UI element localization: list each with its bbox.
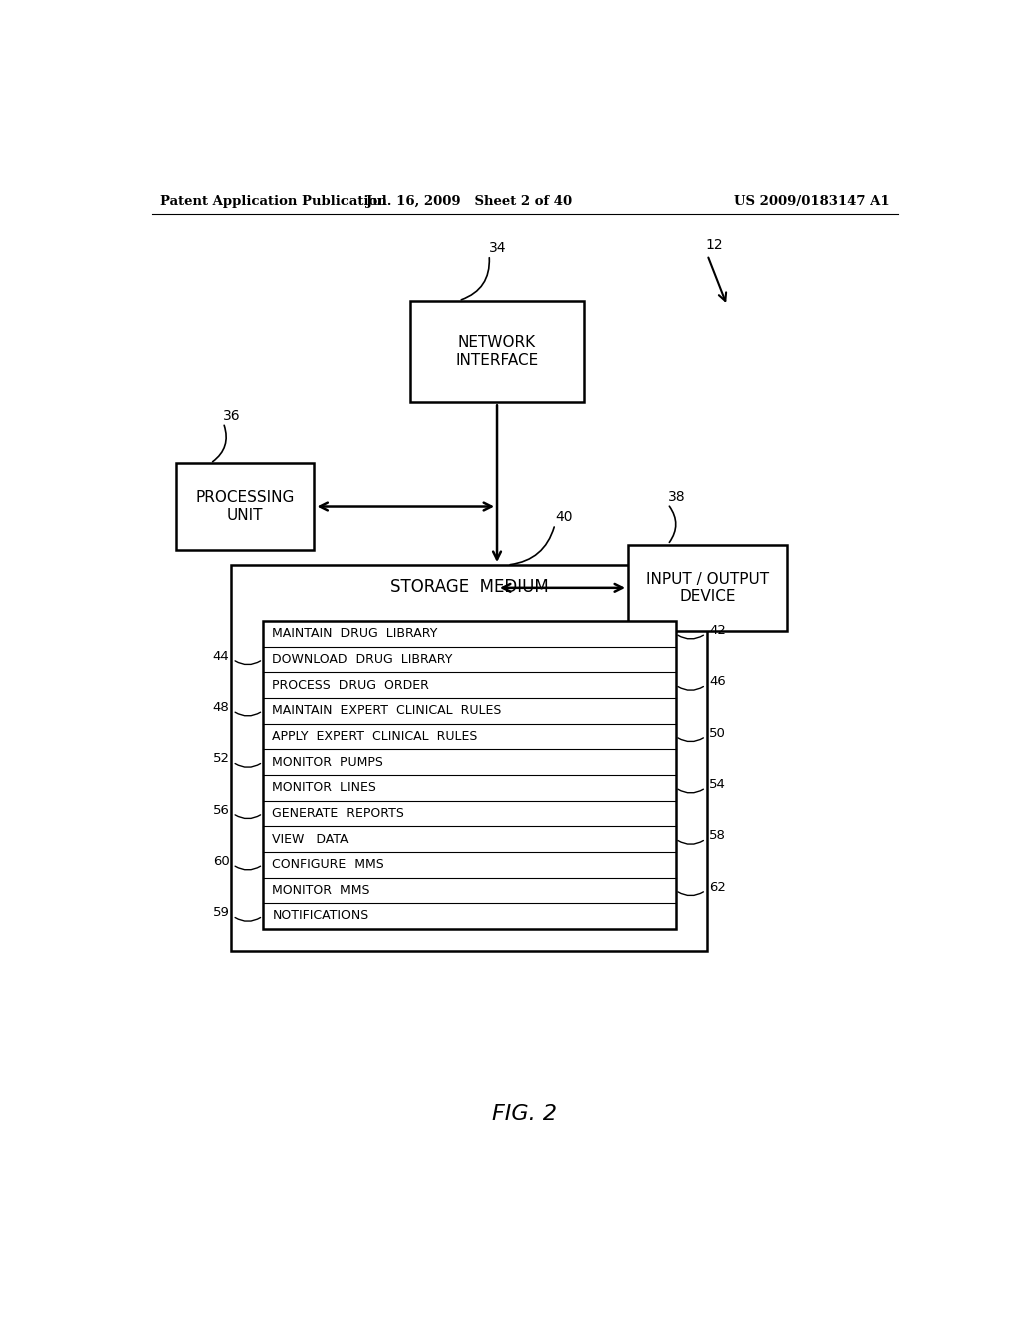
Text: 50: 50 [709, 727, 726, 739]
Bar [231, 565, 708, 952]
Bar [176, 463, 314, 549]
Text: 48: 48 [213, 701, 229, 714]
Text: INPUT / OUTPUT
DEVICE: INPUT / OUTPUT DEVICE [646, 572, 769, 605]
Text: CONFIGURE  MMS: CONFIGURE MMS [272, 858, 384, 871]
Text: APPLY  EXPERT  CLINICAL  RULES: APPLY EXPERT CLINICAL RULES [272, 730, 478, 743]
Text: VIEW   DATA: VIEW DATA [272, 833, 349, 846]
Text: PROCESSING
UNIT: PROCESSING UNIT [196, 490, 295, 523]
Text: FIG. 2: FIG. 2 [493, 1104, 557, 1123]
Text: MONITOR  LINES: MONITOR LINES [272, 781, 376, 795]
Text: 62: 62 [709, 880, 726, 894]
Text: 60: 60 [213, 855, 229, 869]
Text: MAINTAIN  EXPERT  CLINICAL  RULES: MAINTAIN EXPERT CLINICAL RULES [272, 704, 502, 717]
Text: STORAGE  MEDIUM: STORAGE MEDIUM [390, 578, 549, 597]
Bar [263, 620, 676, 929]
Text: 42: 42 [709, 624, 726, 638]
Text: Patent Application Publication: Patent Application Publication [160, 194, 386, 207]
Text: 12: 12 [706, 238, 723, 252]
Text: 34: 34 [489, 242, 507, 255]
Text: 36: 36 [223, 409, 241, 422]
Text: 59: 59 [213, 907, 229, 920]
Text: MONITOR  MMS: MONITOR MMS [272, 884, 370, 896]
Text: 56: 56 [213, 804, 229, 817]
Text: DOWNLOAD  DRUG  LIBRARY: DOWNLOAD DRUG LIBRARY [272, 653, 453, 665]
Bar [628, 545, 786, 631]
Text: 46: 46 [709, 676, 726, 689]
Bar [410, 301, 585, 403]
Text: 58: 58 [709, 829, 726, 842]
Text: NETWORK
INTERFACE: NETWORK INTERFACE [456, 335, 539, 368]
Text: 52: 52 [213, 752, 229, 766]
Text: PROCESS  DRUG  ORDER: PROCESS DRUG ORDER [272, 678, 429, 692]
Text: 54: 54 [709, 777, 726, 791]
Text: 44: 44 [213, 649, 229, 663]
Text: US 2009/0183147 A1: US 2009/0183147 A1 [734, 194, 890, 207]
Text: 40: 40 [555, 511, 572, 524]
Text: Jul. 16, 2009   Sheet 2 of 40: Jul. 16, 2009 Sheet 2 of 40 [367, 194, 572, 207]
Text: NOTIFICATIONS: NOTIFICATIONS [272, 909, 369, 923]
Text: 38: 38 [668, 490, 685, 504]
Text: MAINTAIN  DRUG  LIBRARY: MAINTAIN DRUG LIBRARY [272, 627, 438, 640]
Text: MONITOR  PUMPS: MONITOR PUMPS [272, 755, 383, 768]
Text: GENERATE  REPORTS: GENERATE REPORTS [272, 807, 404, 820]
